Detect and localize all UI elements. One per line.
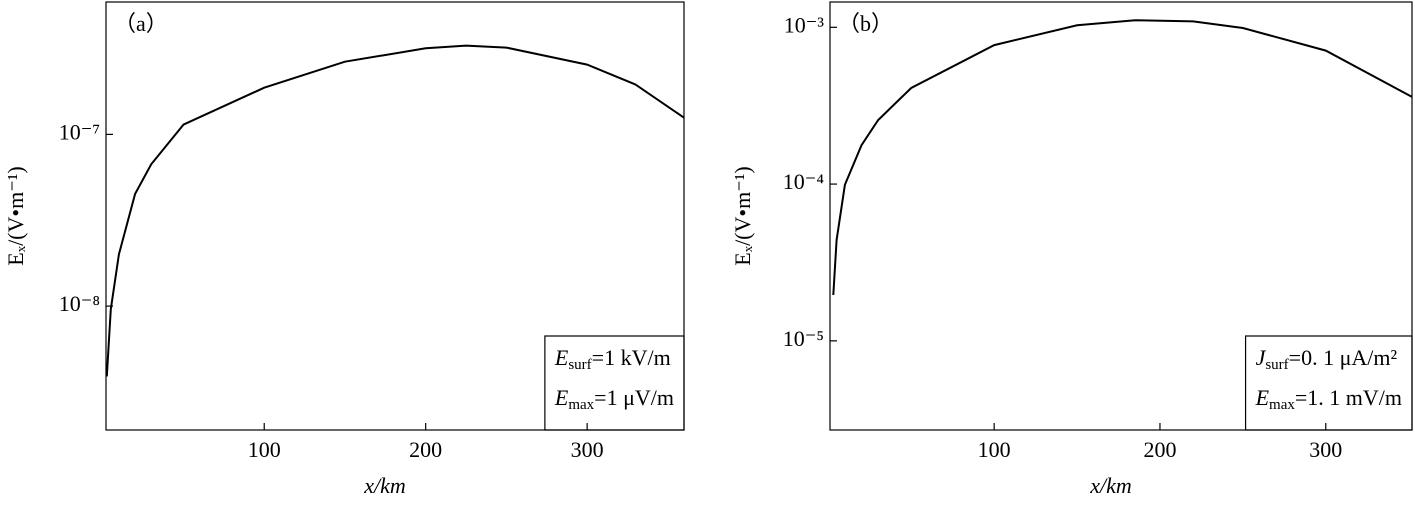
y-axis-label: Eₓ/(V•m⁻¹) [730,166,755,266]
panel-label: （b） [838,11,893,36]
plot-frame [105,1,685,431]
annotation-text: =1 kV/m [592,345,671,370]
annotation-box [544,335,685,431]
annotation-sub: max [1269,397,1295,413]
annotation-symbol: E [554,385,569,410]
panel: 100 200 300 10⁻⁵ 10⁻⁴ 10⁻³ x/km Eₓ/(V•m⁻¹) （b） Js… [730,1,1413,498]
annotation-sub: max [568,397,594,413]
x-axis-label: x/km [363,473,406,498]
x-tick-label: 100 [248,437,281,462]
curve [832,19,1413,296]
annotation-symbol: J [1256,345,1267,370]
annotation-text: =0. 1 μA/m² [1289,345,1398,370]
x-tick-label: 300 [571,437,604,462]
curve [105,44,685,377]
y-tick-label: 10⁻⁷ [59,119,100,144]
annotation-sub: surf [568,357,591,373]
y-tick-label: 10⁻⁴ [783,169,825,194]
y-tick-label: 10⁻³ [784,12,825,37]
y-tick-label: 10⁻⁵ [783,326,824,351]
annotation: Jsurf=0. 1 μA/m² [1256,345,1398,373]
annotation: Emax=1 μV/m [554,385,674,413]
plot-frame [829,1,1413,431]
x-axis-label: x/km [1089,473,1132,498]
annotation: Esurf=1 kV/m [554,345,671,373]
x-tick-label: 300 [1309,437,1342,462]
annotation-symbol: E [1255,385,1270,410]
annotation: Emax=1. 1 mV/m [1255,385,1402,413]
y-tick-label: 10⁻⁸ [59,291,100,316]
panel: 100 200 300 10⁻⁸ 10⁻⁷ x/km Eₓ/(V•m⁻¹) （a） Esurf=… [3,1,685,498]
annotation-sub: surf [1265,357,1288,373]
annotation-symbol: E [554,345,569,370]
panel-label: （a） [114,11,168,36]
y-axis-label: Eₓ/(V•m⁻¹) [3,166,28,266]
x-tick-label: 100 [978,437,1011,462]
annotation-text: =1 μV/m [594,385,674,410]
annotation-box [1244,335,1413,431]
x-tick-label: 200 [1143,437,1176,462]
annotation-text: =1. 1 mV/m [1295,385,1402,410]
x-tick-label: 200 [409,437,442,462]
